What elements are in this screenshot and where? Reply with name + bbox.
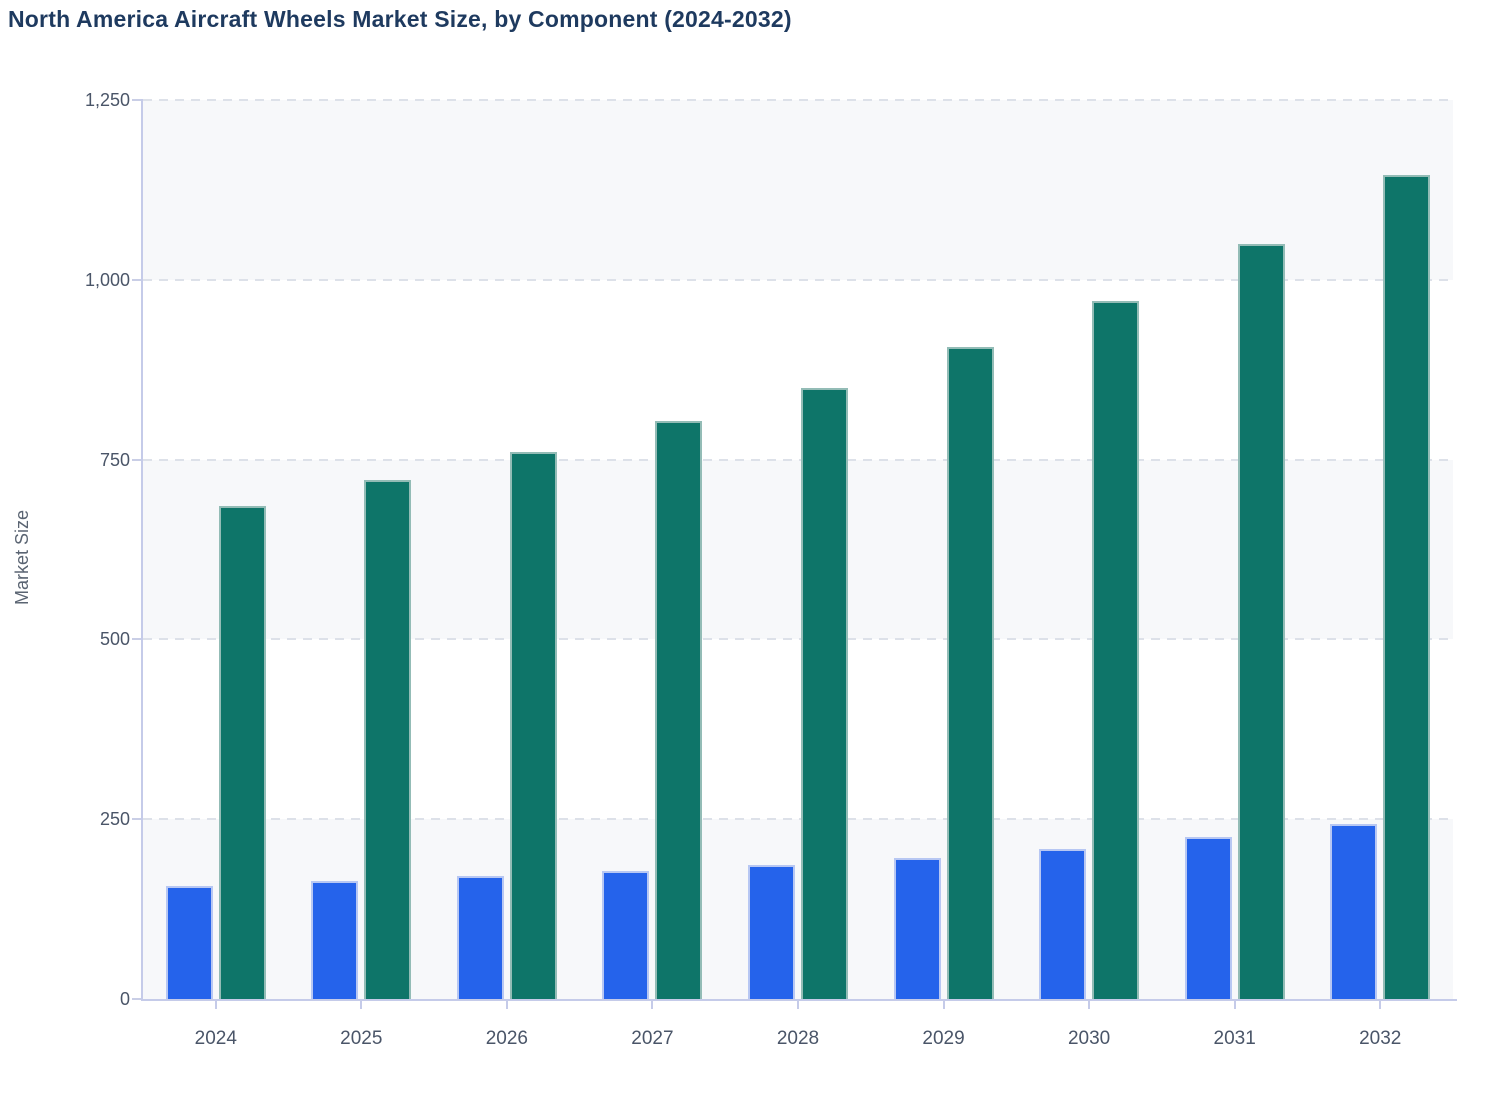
x-tick-label: 2032 (1359, 1028, 1402, 1049)
y-tick-mark (132, 638, 141, 641)
x-tick-label: 2030 (1067, 1028, 1111, 1049)
gridline (143, 818, 1453, 821)
y-tick-mark (132, 99, 141, 101)
x-tick-mark (505, 1001, 508, 1009)
bar-series_1-2029[interactable] (893, 858, 941, 999)
x-tick-mark (1088, 1001, 1091, 1009)
x-tick-mark (1379, 1001, 1382, 1009)
x-tick-mark (942, 1001, 945, 1009)
bar-series_2-2029[interactable] (946, 347, 994, 999)
x-tick-mark (651, 1001, 654, 1009)
x-tick-label: 2026 (485, 1028, 529, 1049)
bar-series_2-2030[interactable] (1092, 300, 1140, 999)
bar-series_1-2032[interactable] (1330, 824, 1378, 999)
y-tick-mark (132, 998, 141, 1000)
y-tick-label: 1,250 (84, 90, 130, 110)
bar-series_1-2030[interactable] (1039, 848, 1087, 999)
x-tick-label: 2024 (194, 1028, 237, 1049)
y-axis-line (141, 99, 143, 1000)
plot-band (143, 459, 1453, 640)
x-tick-mark (214, 1001, 217, 1009)
y-tick-label: 0 (119, 989, 130, 1009)
bar-series_1-2026[interactable] (456, 876, 504, 999)
bar-series_1-2027[interactable] (602, 870, 650, 999)
bar-series_1-2028[interactable] (748, 864, 795, 999)
bar-series_1-2031[interactable] (1184, 837, 1232, 999)
x-tick-mark (1233, 1001, 1236, 1009)
plot-band (143, 100, 1453, 280)
gridline (143, 278, 1453, 281)
bar-series_2-2031[interactable] (1237, 243, 1285, 999)
gridline (143, 99, 1453, 101)
bar-series_2-2024[interactable] (218, 505, 266, 999)
x-axis-line (141, 999, 1457, 1001)
y-tick-label: 500 (99, 629, 130, 650)
y-axis-title: Market Size (12, 509, 32, 605)
x-tick-label: 2031 (1213, 1028, 1256, 1049)
y-tick-mark (132, 458, 141, 461)
x-tick-mark (797, 1001, 799, 1009)
y-tick-label: 750 (99, 449, 130, 470)
x-tick-mark (360, 1001, 363, 1009)
bar-series_2-2025[interactable] (364, 479, 412, 999)
gridline (143, 458, 1453, 461)
gridline (143, 638, 1453, 641)
bar-series_2-2028[interactable] (801, 387, 848, 999)
bar-series_1-2025[interactable] (311, 881, 359, 999)
bar-series_2-2032[interactable] (1383, 174, 1431, 999)
chart-title: North America Aircraft Wheels Market Siz… (8, 6, 792, 32)
plot-band (143, 819, 1453, 999)
x-tick-label: 2027 (631, 1028, 674, 1049)
y-tick-mark (132, 278, 141, 281)
y-tick-mark (132, 818, 141, 821)
x-tick-label: 2028 (776, 1028, 820, 1049)
x-tick-label: 2029 (922, 1028, 965, 1049)
y-tick-label: 1,000 (84, 269, 130, 290)
y-tick-label: 250 (99, 809, 130, 830)
bar-series_2-2027[interactable] (655, 420, 703, 999)
bar-series_2-2026[interactable] (509, 452, 557, 999)
x-tick-label: 2025 (340, 1028, 383, 1049)
bar-series_1-2024[interactable] (165, 886, 213, 999)
